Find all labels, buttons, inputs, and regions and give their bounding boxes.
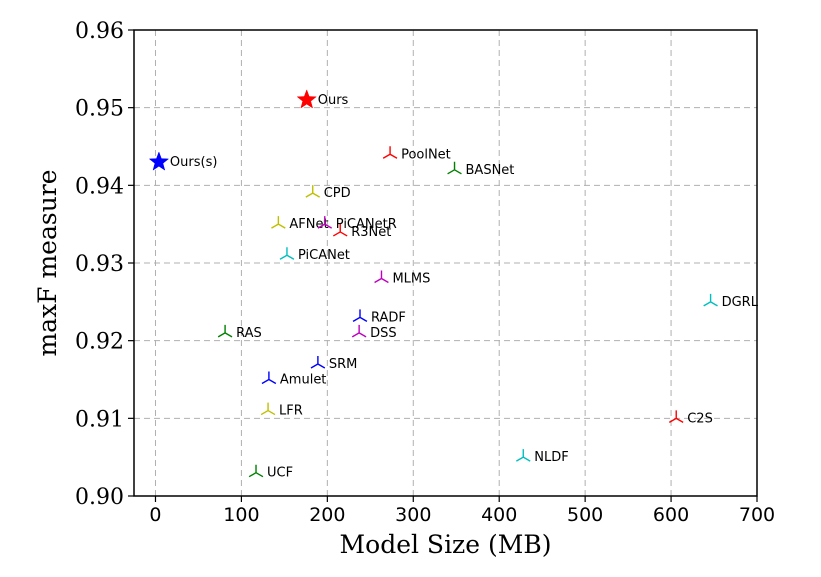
point-label-ucf: UCF [267,466,293,481]
y-axis-label: maxF measure [33,169,62,356]
y-tick-label: 0.94 [75,174,124,199]
point-label-dgrl: DGRL [722,295,759,310]
x-axis-label: Model Size (MB) [340,530,552,559]
point-marker-poolnet [382,146,398,159]
y-tick-label: 0.93 [75,252,124,277]
x-tick-label: 600 [653,504,689,526]
point-marker-srm [310,355,326,369]
point-label-dss: DSS [370,326,397,341]
point-marker-nldf [515,449,531,462]
point-marker-radf [352,309,368,322]
x-tick-label: 400 [481,504,517,526]
y-tick-label: 0.92 [75,330,124,355]
plot-frame [133,29,758,497]
point-label-mlms: MLMS [392,272,430,287]
x-tick-label: 0 [149,504,161,526]
point-marker-amulet [261,371,277,385]
point-marker-picanetr [317,216,333,229]
point-label-poolnet: PoolNet [401,147,451,162]
point-label-c2s: C2S [687,411,713,426]
y-tick-label: 0.91 [75,407,124,432]
point-label-r3net: R3Net [351,225,391,240]
point-marker-ours [296,89,317,109]
point-marker-ours-s [148,151,170,171]
point-label-picanet: PiCANet [298,248,350,263]
point-marker-dss [351,324,367,338]
point-marker-picanet [279,247,295,260]
point-label-srm: SRM [329,357,358,372]
point-marker-lfr [260,402,276,416]
point-label-cpd: CPD [324,186,351,201]
y-tick-label: 0.96 [75,19,124,44]
point-marker-r3net [332,223,348,237]
point-label-basnet: BASNet [466,163,515,178]
axis-ticks: 0 100 200 300 400 500 600 700 0.90 0.91 0.92 0.93 0.… [75,19,775,526]
point-label-nldf: NLDF [534,450,568,465]
point-label-radf: RADF [371,310,406,325]
point-marker-dgrl [703,293,718,307]
point-marker-ras [217,324,233,338]
point-label-ras: RAS [236,326,262,341]
point-label-ours: Ours [318,93,349,108]
x-tick-label: 700 [739,504,775,526]
point-label-amulet: Amulet [280,373,327,388]
point-marker-mlms [374,270,389,284]
point-marker-basnet [447,161,462,175]
x-tick-label: 300 [395,504,431,526]
point-label-lfr: LFR [279,404,303,419]
point-label-picanetr: PiCANetR [336,217,397,232]
y-tick-label: 0.95 [75,97,124,122]
point-marker-cpd [305,185,321,198]
point-marker-afnet [271,216,286,229]
x-tick-label: 500 [567,504,603,526]
x-tick-label: 100 [223,504,259,526]
point-label-ours-s: Ours(s) [170,155,218,170]
point-marker-ucf [248,464,264,478]
x-tick-label: 200 [309,504,345,526]
point-marker-c2s [668,410,684,423]
y-tick-label: 0.90 [75,485,124,510]
grid [134,29,758,497]
